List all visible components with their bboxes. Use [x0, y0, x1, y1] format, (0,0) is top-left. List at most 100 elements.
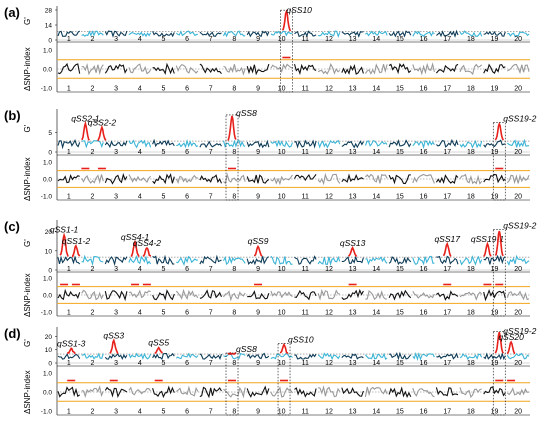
g-trace-chr-17 [436, 29, 459, 38]
chromosome-label: 20 [514, 360, 522, 367]
chromosome-label: 8 [232, 36, 236, 43]
delta-trace-chr-9 [246, 385, 270, 398]
qtl-peak [71, 244, 81, 258]
g-trace-chr-19 [483, 139, 506, 148]
delta-tick-label: 0.0 [43, 67, 52, 74]
chromosome-label-bottom: 3 [114, 86, 118, 93]
delta-tick-label: 1.0 [43, 48, 52, 55]
chromosome-label: 8 [232, 266, 236, 273]
g-trace-chr-11 [294, 139, 317, 149]
delta-trace-chr-2 [81, 289, 104, 301]
chromosome-label: 12 [325, 149, 333, 156]
delta-trace-chr-7 [199, 174, 223, 184]
qtl-highlight-box [280, 9, 293, 93]
delta-trace-chr-3 [104, 386, 128, 399]
qtl-peak [81, 120, 90, 141]
chromosome-label: 13 [349, 149, 357, 156]
chromosome-label: 4 [138, 360, 142, 367]
g-trace-chr-19 [483, 254, 506, 265]
delta-axis-label: ΔSNP-index [23, 157, 32, 201]
qtl-peak [227, 115, 237, 141]
delta-trace-chr-8 [223, 64, 246, 76]
g-axis-label: G' [23, 124, 32, 132]
chromosome-label-bottom: 19 [491, 86, 499, 93]
g-trace-chr-11 [294, 255, 317, 265]
chromosome-label: 8 [232, 360, 236, 367]
delta-trace-chr-11 [294, 173, 317, 182]
chromosome-label-bottom: 17 [443, 194, 451, 201]
delta-trace-chr-20 [506, 173, 530, 185]
delta-trace-chr-15 [388, 289, 412, 301]
chromosome-label-bottom: 16 [420, 409, 428, 416]
g-trace-chr-8 [223, 352, 246, 360]
chromosome-label: 2 [91, 36, 95, 43]
chromosome-label: 15 [396, 360, 404, 367]
delta-trace-chr-12 [317, 62, 341, 75]
g-tick-label: 10 [45, 347, 53, 354]
chromosome-label: 3 [114, 149, 118, 156]
chromosome-label: 5 [161, 360, 165, 367]
chromosome-label-bottom: 17 [443, 86, 451, 93]
delta-trace-chr-9 [246, 63, 270, 76]
chromosome-label: 13 [349, 360, 357, 367]
chromosome-label: 17 [443, 149, 451, 156]
g-trace-chr-6 [176, 255, 199, 266]
delta-tick-label: 1.0 [43, 160, 52, 167]
qtl-highlight-box [492, 229, 506, 317]
g-trace-chr-13 [341, 140, 364, 149]
chromosome-label-bottom: 7 [209, 310, 213, 317]
delta-tick-label: -1.0 [41, 194, 53, 201]
chromosome-label: 19 [491, 360, 499, 367]
chromosome-label: 11 [302, 360, 309, 367]
chromosome-label-bottom: 5 [161, 194, 165, 201]
g-trace-chr-18 [459, 255, 483, 266]
chromosome-label-bottom: 11 [302, 194, 309, 201]
g-trace-chr-9 [246, 256, 270, 266]
chromosome-label: 1 [67, 149, 71, 156]
chromosome-label-bottom: 19 [491, 194, 499, 201]
chromosome-label-bottom: 12 [325, 86, 333, 93]
chromosome-label-bottom: 20 [514, 409, 522, 416]
chromosome-label: 7 [209, 266, 213, 273]
delta-trace-chr-5 [152, 289, 175, 301]
delta-trace-chr-18 [459, 387, 482, 399]
delta-trace-chr-4 [128, 289, 151, 299]
g-trace-chr-9 [246, 30, 270, 38]
qtl-label: qSS5 [148, 337, 169, 347]
qtl-peak [494, 332, 505, 354]
chromosome-label: 9 [256, 266, 260, 273]
g-trace-chr-2 [81, 254, 104, 267]
chromosome-label-bottom: 10 [278, 310, 286, 317]
chromosome-label-bottom: 11 [302, 310, 309, 317]
delta-trace-chr-17 [436, 290, 459, 301]
chromosome-label-bottom: 10 [278, 194, 286, 201]
delta-trace-chr-20 [506, 387, 530, 396]
chromosome-label-bottom: 13 [349, 310, 357, 317]
qtl-peak [142, 246, 152, 257]
chromosome-label-bottom: 20 [514, 310, 522, 317]
g-tick-label: 0 [48, 150, 52, 157]
qtl-label: qSS13 [340, 238, 366, 248]
chromosome-label: 16 [420, 36, 428, 43]
g-trace-chr-10 [270, 352, 293, 360]
chromosome-label: 17 [443, 360, 451, 367]
g-trace-chr-7 [199, 353, 223, 361]
chromosome-label-bottom: 6 [185, 409, 189, 416]
g-trace-chr-11 [294, 353, 317, 360]
g-tick-label: 20 [45, 229, 53, 236]
g-trace-chr-20 [506, 254, 530, 266]
qtl-peak [494, 121, 505, 141]
chromosome-label-bottom: 2 [91, 194, 95, 201]
chromosome-label-bottom: 13 [349, 86, 357, 93]
chromosome-label: 12 [325, 360, 333, 367]
g-trace-chr-16 [412, 140, 435, 150]
delta-trace-chr-11 [293, 63, 317, 76]
delta-trace-chr-14 [364, 63, 388, 75]
chromosome-label-bottom: 10 [278, 86, 286, 93]
chromosome-label: 9 [256, 36, 260, 43]
chromosome-label: 20 [514, 266, 522, 273]
chromosome-label-bottom: 14 [372, 194, 380, 201]
delta-trace-chr-10 [270, 174, 293, 186]
chromosome-label-bottom: 19 [491, 409, 499, 416]
